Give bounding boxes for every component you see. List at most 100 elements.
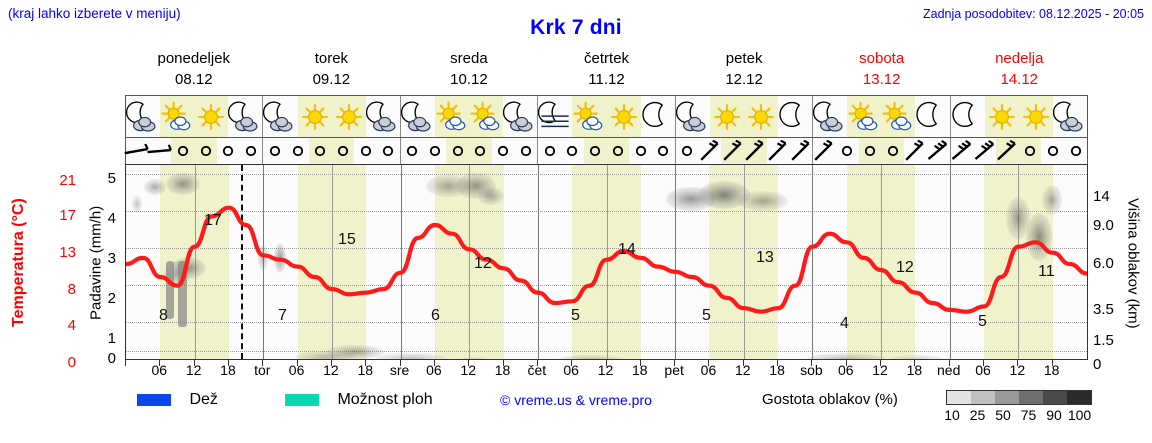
x-hour-label: 18 xyxy=(632,362,648,378)
day-separator-6 xyxy=(949,165,951,359)
wind-calm-icon xyxy=(401,138,424,164)
cloud-blob xyxy=(556,355,626,359)
day-name: torek xyxy=(314,50,349,67)
noon-line-3 xyxy=(606,165,608,359)
cloud-tick-3: 3.5 xyxy=(1093,301,1114,318)
wind-calm-icon xyxy=(286,138,309,164)
x-tick xyxy=(1051,360,1053,366)
temp-peak-label: 14 xyxy=(618,241,636,258)
wind-barb-icon xyxy=(147,138,172,164)
wind-calm-icon xyxy=(194,138,217,164)
moon-cloud-icon xyxy=(1052,96,1087,137)
x-axis-labels: 06 12 18 tor 06 12 18 sre 06 12 18 čet 06 12 18 pet 06 12… xyxy=(125,362,1088,380)
copyright-link[interactable]: © vreme.us & vreme.pro xyxy=(500,392,652,408)
x-hour-label: 18 xyxy=(494,362,511,378)
x-tick xyxy=(502,360,504,366)
wind-barb-icon xyxy=(124,138,150,164)
noon-line-6 xyxy=(1018,165,1020,359)
daylight-band-1 xyxy=(297,165,367,359)
wind-calm-icon xyxy=(240,138,263,164)
sun-icon xyxy=(1018,96,1053,137)
wind-barb-icon xyxy=(904,138,927,164)
moon-icon xyxy=(641,96,675,137)
cloud-density-tick-5: 100 xyxy=(1067,407,1092,423)
wind-calm-icon xyxy=(538,138,561,164)
cloud-density-step-0 xyxy=(947,391,971,404)
temp-peak-label: 4 xyxy=(840,315,849,332)
weather-icon-strip xyxy=(125,95,1088,138)
wind-calm-icon xyxy=(492,138,515,164)
temp-tick-4: 4 xyxy=(67,317,76,334)
x-tick xyxy=(227,360,229,366)
x-hour-label: 12 xyxy=(872,362,888,378)
cloud-blob xyxy=(376,353,446,359)
wind-calm-icon xyxy=(354,138,377,164)
location-menu-note: (kraj lahko izberete v meniju) xyxy=(8,6,181,21)
wind-calm-icon xyxy=(652,138,675,164)
wind-calm-icon xyxy=(676,138,699,164)
wind-calm-icon xyxy=(308,138,332,164)
day-separator-4 xyxy=(675,165,677,359)
wind-calm-icon xyxy=(1018,138,1042,164)
x-tick xyxy=(777,360,779,366)
cloud-blob xyxy=(738,191,788,211)
icon-day-col-2 xyxy=(400,96,539,137)
wind-barb-icon xyxy=(767,138,790,164)
sun-cloud-icon xyxy=(160,96,195,137)
x-tick xyxy=(433,360,435,366)
x-day-label: pet xyxy=(664,362,684,378)
x-tick xyxy=(708,360,710,366)
cloud-blob xyxy=(698,181,750,209)
cloud-blob xyxy=(456,173,496,199)
x-tick xyxy=(399,360,401,366)
cloud-density-label: Gostota oblakov (%) xyxy=(762,391,898,408)
x-hour-label: 06 xyxy=(151,362,168,378)
icon-day-col-3 xyxy=(538,96,676,137)
wind-calm-icon xyxy=(606,138,630,164)
cloud-blob xyxy=(132,195,142,213)
cloud-tick-2: 6.0 xyxy=(1093,255,1114,272)
current-time-line xyxy=(241,165,244,359)
noon-line-1 xyxy=(331,165,333,359)
cloud-blob xyxy=(886,355,946,359)
moon-icon xyxy=(778,96,812,137)
cloud-density-step-2 xyxy=(995,391,1019,404)
cloud-blob xyxy=(326,345,384,359)
x-tick xyxy=(365,360,367,366)
forecast-plot: 8 17 7 15 6 12 5 14 5 13 4 12 5 11 xyxy=(125,164,1088,360)
day-name: ponedeljek xyxy=(157,50,231,67)
moon-cloud-icon xyxy=(228,96,262,137)
cloud-density-colorbar xyxy=(946,390,1092,405)
precip-tick-1: 4 xyxy=(107,210,116,227)
temp-peak-label: 5 xyxy=(702,307,711,324)
x-hour-label: 18 xyxy=(357,362,374,378)
legend-rain-label: Dež xyxy=(189,391,218,408)
day-header-1: torek 09.12 xyxy=(263,48,401,92)
wind-calm-icon xyxy=(446,138,470,164)
wind-day-col-6 xyxy=(951,138,1087,164)
x-hour-label: 06 xyxy=(700,362,717,378)
moon-cloud-icon xyxy=(813,96,847,137)
x-hour-label: 18 xyxy=(1043,362,1060,378)
noon-line-4 xyxy=(743,165,745,359)
moon-cloud-icon xyxy=(365,96,400,137)
x-day-label: sob xyxy=(800,362,823,378)
day-name: sreda xyxy=(450,50,488,67)
day-date: 11.12 xyxy=(588,71,625,88)
x-tick xyxy=(193,360,195,366)
wind-day-col-0 xyxy=(124,138,264,164)
sun-icon xyxy=(194,96,229,137)
day-separator-2 xyxy=(400,165,402,359)
icon-day-col-4 xyxy=(675,96,814,137)
sun-icon xyxy=(331,96,366,137)
day-date: 12.12 xyxy=(725,71,763,88)
x-hour-label: 18 xyxy=(906,362,923,378)
cloud-density-tick-0: 10 xyxy=(944,407,960,423)
temp-tick-1: 17 xyxy=(59,207,76,224)
cloud-density-tick-3: 75 xyxy=(1020,407,1037,423)
temp-peak-label: 15 xyxy=(338,231,356,248)
x-hour-label: 12 xyxy=(185,362,202,378)
day-separator-1 xyxy=(263,165,265,359)
cloud-blob xyxy=(144,179,166,195)
rain-color-swatch xyxy=(137,393,171,406)
